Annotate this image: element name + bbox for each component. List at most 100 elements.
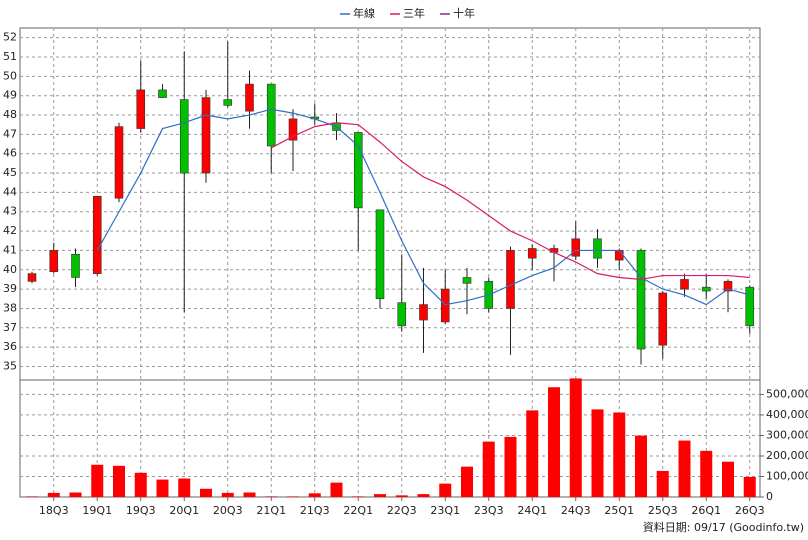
y-tick-label: 52 [3, 31, 17, 44]
x-tick-label: 19Q3 [126, 504, 156, 517]
volume-bar [91, 464, 104, 497]
volume-bar [635, 435, 647, 497]
y-tick-label: 38 [3, 301, 17, 314]
y-tick-label: 45 [3, 166, 17, 179]
candle-body [71, 253, 80, 278]
candle-body [266, 83, 276, 147]
candle-body [614, 250, 624, 261]
footnote: 資料日期: 09/17 (Goodinfo.tw) [643, 520, 804, 534]
x-tick-label: 19Q1 [82, 504, 112, 517]
x-tick-label: 23Q1 [430, 504, 460, 517]
x-tick-label: 22Q3 [387, 504, 417, 517]
legend-label: 三年 [403, 6, 425, 20]
volume-bar [700, 450, 713, 497]
x-tick-label: 25Q1 [604, 504, 634, 517]
y-tick-label: 50 [3, 69, 17, 82]
volume-bar [482, 441, 495, 497]
volume-bar [308, 493, 321, 497]
x-tick-label: 23Q3 [474, 504, 504, 517]
x-tick-label: 21Q1 [256, 504, 286, 517]
x-tick-label: 21Q3 [300, 504, 330, 517]
volume-bar [134, 472, 147, 497]
volume-tick-label: 0 [766, 490, 773, 503]
volume-bar [287, 496, 299, 497]
legend-label: 年線 [353, 6, 375, 20]
candle-body [245, 83, 254, 112]
volume-bar [178, 478, 191, 497]
x-tick-label: 22Q1 [343, 504, 373, 517]
volume-bar [504, 436, 517, 497]
volume-bar [26, 496, 38, 497]
ma-line [96, 108, 750, 306]
candle-body [201, 97, 211, 174]
volume-bar [417, 494, 430, 497]
x-tick-label: 25Q3 [648, 504, 678, 517]
volume-bar [743, 476, 756, 497]
volume-bar [265, 496, 278, 497]
y-tick-label: 42 [3, 224, 17, 237]
candle-body [179, 99, 189, 174]
candle-body [701, 286, 711, 292]
y-tick-label: 44 [3, 185, 17, 198]
candle-body [397, 302, 407, 327]
candle-body [680, 279, 689, 290]
candle-body [440, 288, 450, 323]
volume-bar [69, 492, 82, 497]
candle-body [49, 250, 59, 272]
candle-body [658, 292, 668, 346]
y-tick-label: 48 [3, 108, 17, 121]
candle-body [593, 238, 602, 259]
x-tick-label: 26Q3 [735, 504, 765, 517]
x-tick-label: 24Q3 [561, 504, 591, 517]
y-tick-label: 47 [3, 127, 17, 140]
candle-body [288, 118, 298, 141]
y-tick-label: 43 [3, 205, 17, 218]
volume-bar [526, 410, 539, 497]
candle-body [353, 132, 363, 209]
candle-body [114, 126, 124, 199]
x-tick-label: 24Q1 [517, 504, 547, 517]
ma-line [270, 122, 750, 281]
volume-tick-label: 200,000 [766, 449, 808, 462]
candle-body [636, 250, 646, 350]
candle-body [723, 281, 733, 292]
y-tick-label: 36 [3, 340, 17, 353]
volume-bar [113, 465, 125, 497]
volume-bar [243, 492, 256, 497]
y-tick-label: 46 [3, 147, 17, 160]
candle-body [158, 89, 167, 98]
y-tick-label: 41 [3, 243, 17, 256]
volume-bar [330, 482, 343, 497]
volume-bar [439, 483, 452, 497]
candle-body [571, 238, 581, 257]
x-tick-label: 26Q1 [691, 504, 721, 517]
y-tick-label: 35 [3, 359, 17, 372]
volume-bar [678, 440, 691, 497]
volume-bar [374, 494, 386, 497]
candle-body [136, 89, 146, 129]
volume-bar [548, 387, 560, 497]
volume-bar [47, 492, 60, 497]
x-tick-label: 18Q3 [39, 504, 69, 517]
volume-tick-label: 500,000 [766, 387, 808, 400]
candle-body [506, 250, 515, 309]
plot-frame [19, 27, 761, 498]
y-tick-label: 49 [3, 89, 17, 102]
candle-body [375, 209, 385, 300]
volume-bar [569, 378, 582, 497]
candle-body [419, 304, 428, 321]
volume-bar [461, 466, 473, 497]
legend-label: 十年 [453, 6, 475, 20]
volume-bar [613, 412, 626, 497]
volume-tick-label: 400,000 [766, 408, 808, 421]
volume-bar [395, 495, 408, 497]
volume-tick-label: 100,000 [766, 469, 808, 482]
volume-bar [200, 488, 212, 497]
x-tick-label: 20Q1 [169, 504, 199, 517]
candle-body [745, 286, 755, 327]
volume-bar [722, 461, 734, 497]
volume-bar [656, 470, 669, 497]
volume-bar [156, 479, 169, 497]
y-tick-label: 37 [3, 321, 17, 334]
